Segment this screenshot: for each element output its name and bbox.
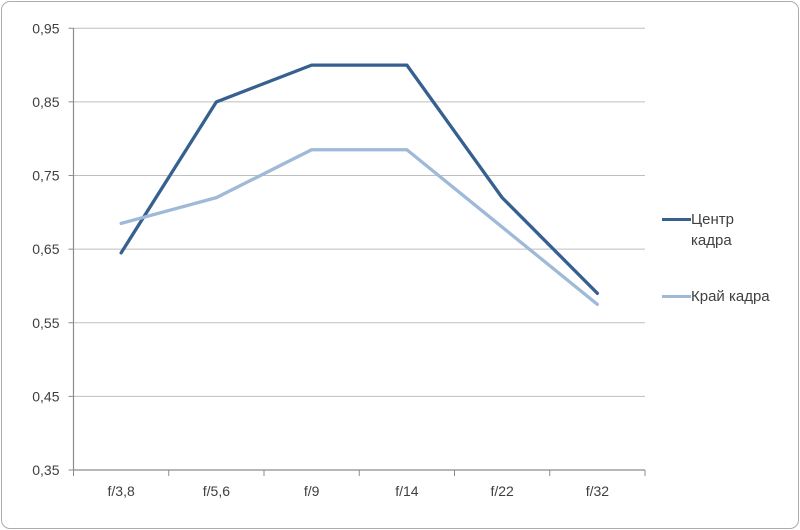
y-tick-label: 0,65 <box>32 241 59 257</box>
x-tick-label: f/32 <box>586 483 610 499</box>
x-tick-label: f/9 <box>304 483 320 499</box>
x-tick-label: f/3,8 <box>108 483 135 499</box>
y-tick-label: 0,95 <box>32 20 59 36</box>
y-tick-label: 0,35 <box>32 462 59 478</box>
y-tick-label: 0,85 <box>32 94 59 110</box>
legend-item-edge-frame: Край кадра <box>662 286 798 307</box>
series-line-0 <box>119 63 600 295</box>
legend-label-center-frame: Центр кадра <box>691 211 734 249</box>
legend-label-edge-frame: Край кадра <box>691 288 770 305</box>
series-line-1 <box>119 148 600 307</box>
y-tick-label: 0,75 <box>32 168 59 184</box>
y-tick-label: 0,55 <box>32 315 59 331</box>
legend-line-swatch-center-frame <box>662 218 691 222</box>
x-tick-label: f/14 <box>395 483 419 499</box>
y-tick-label: 0,45 <box>32 388 59 404</box>
x-tick-label: f/22 <box>490 483 514 499</box>
legend: Центр кадра Край кадра <box>662 209 798 307</box>
x-tick-label: f/5,6 <box>203 483 230 499</box>
legend-line-swatch-edge-frame <box>662 295 691 299</box>
legend-item-center-frame: Центр кадра <box>662 209 798 251</box>
